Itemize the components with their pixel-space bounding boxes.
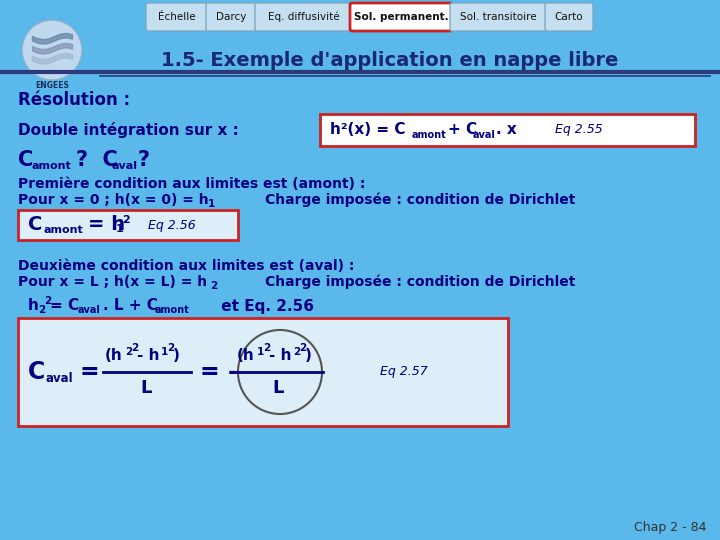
Text: Charge imposée : condition de Dirichlet: Charge imposée : condition de Dirichlet <box>265 275 575 289</box>
Text: h: h <box>28 299 39 314</box>
FancyBboxPatch shape <box>545 3 593 31</box>
Text: - h: - h <box>137 348 160 363</box>
FancyBboxPatch shape <box>146 3 208 31</box>
Circle shape <box>22 20 82 80</box>
FancyBboxPatch shape <box>206 3 257 31</box>
Text: 1.5- Exemple d'application en nappe libre: 1.5- Exemple d'application en nappe libr… <box>161 51 618 70</box>
Text: aval: aval <box>78 305 101 315</box>
Text: 1: 1 <box>208 199 215 209</box>
Text: ): ) <box>305 348 312 363</box>
Text: Eq 2.55: Eq 2.55 <box>555 124 603 137</box>
Text: h²(x) = C: h²(x) = C <box>330 123 405 138</box>
Bar <box>18 318 508 426</box>
Text: =: = <box>80 360 100 384</box>
Text: amont: amont <box>32 161 72 171</box>
Text: et Eq. 2.56: et Eq. 2.56 <box>195 299 314 314</box>
Text: Darcy: Darcy <box>216 12 247 22</box>
Text: 1: 1 <box>161 347 168 357</box>
Text: 2: 2 <box>293 347 300 357</box>
Text: 1: 1 <box>116 224 124 234</box>
Text: ?: ? <box>138 150 150 170</box>
Text: Pour x = 0 ; h(x = 0) = h: Pour x = 0 ; h(x = 0) = h <box>18 193 209 207</box>
Text: Deuxième condition aux limites est (aval) :: Deuxième condition aux limites est (aval… <box>18 259 354 273</box>
Text: - h: - h <box>269 348 292 363</box>
Text: = h: = h <box>88 215 125 234</box>
Text: 2: 2 <box>131 343 138 353</box>
Text: 2: 2 <box>263 343 270 353</box>
Text: Eq. diffusivité: Eq. diffusivité <box>268 12 339 22</box>
Text: amont: amont <box>412 130 446 140</box>
Text: aval: aval <box>46 373 73 386</box>
Text: Sol. transitoire: Sol. transitoire <box>460 12 537 22</box>
Text: 2: 2 <box>122 215 130 225</box>
Text: 2: 2 <box>210 281 217 291</box>
Text: Eq 2.57: Eq 2.57 <box>380 366 428 379</box>
Text: Carto: Carto <box>554 12 583 22</box>
FancyBboxPatch shape <box>450 3 547 31</box>
Text: amont: amont <box>43 225 83 235</box>
Text: Double intégration sur x :: Double intégration sur x : <box>18 122 239 138</box>
Text: L: L <box>272 379 284 397</box>
Text: ?  C: ? C <box>76 150 118 170</box>
Text: Sol. permanent.: Sol. permanent. <box>354 12 449 22</box>
Bar <box>320 114 695 146</box>
Text: amont: amont <box>155 305 190 315</box>
Text: 2: 2 <box>38 305 45 315</box>
Text: Résolution :: Résolution : <box>18 91 130 109</box>
Text: = -: = - <box>200 360 238 384</box>
Text: Échelle: Échelle <box>158 12 196 22</box>
Text: 2: 2 <box>299 343 306 353</box>
Text: Chap 2 - 84: Chap 2 - 84 <box>634 522 706 535</box>
Text: aval: aval <box>111 161 137 171</box>
Text: . x: . x <box>496 123 517 138</box>
Text: aval: aval <box>473 130 496 140</box>
Text: (h: (h <box>105 348 122 363</box>
Text: 1: 1 <box>257 347 264 357</box>
Text: = C: = C <box>50 299 79 314</box>
Text: Pour x = L ; h(x = L) = h: Pour x = L ; h(x = L) = h <box>18 275 207 289</box>
Text: C: C <box>18 150 33 170</box>
FancyBboxPatch shape <box>350 3 452 31</box>
Text: + C: + C <box>448 123 477 138</box>
Text: 2: 2 <box>125 347 132 357</box>
Text: C: C <box>28 360 45 384</box>
Text: Première condition aux limites est (amont) :: Première condition aux limites est (amon… <box>18 177 365 191</box>
Text: Charge imposée : condition de Dirichlet: Charge imposée : condition de Dirichlet <box>265 193 575 207</box>
Bar <box>18 210 238 240</box>
FancyBboxPatch shape <box>255 3 352 31</box>
Text: C: C <box>28 215 42 234</box>
Text: 2: 2 <box>44 296 51 306</box>
Text: . L + C: . L + C <box>103 299 158 314</box>
Text: L: L <box>140 379 151 397</box>
Text: Eq 2.56: Eq 2.56 <box>148 219 196 232</box>
Text: ): ) <box>173 348 180 363</box>
Text: 2: 2 <box>167 343 174 353</box>
Text: (h: (h <box>237 348 255 363</box>
Text: ENGEES: ENGEES <box>35 80 69 90</box>
